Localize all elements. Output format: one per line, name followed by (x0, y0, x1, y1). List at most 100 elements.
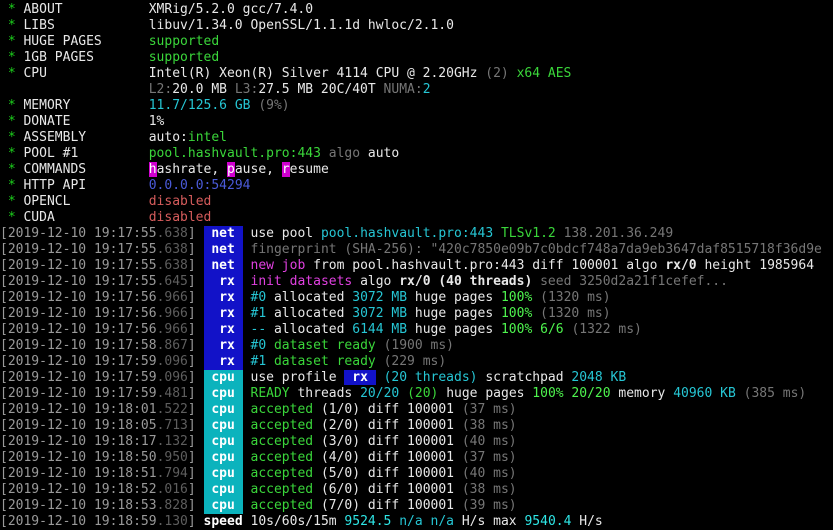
log-timestamp-space (86, 290, 94, 305)
info-value-segment: XMRig/5.2.0 gcc/7.4.0 (148, 2, 314, 17)
badge-pad-left (204, 322, 220, 337)
log-category-badge-rx: rx (203, 354, 243, 370)
log-message-segment: 3072 MB (352, 290, 415, 305)
info-label: 1GB PAGES (23, 50, 94, 65)
info-row-cpu: * CPU Intel(R) Xeon(R) Silver 4114 CPU @… (0, 66, 833, 82)
badge-gap (243, 354, 251, 369)
badge-pad-right (235, 466, 243, 481)
badge-label: speed (203, 514, 243, 529)
badge-label: net (211, 226, 235, 241)
info-value-segment: disabled (148, 194, 212, 209)
info-value-segment: (2) (485, 66, 517, 81)
label-padding (0, 82, 149, 97)
log-message-segment: accepted (250, 450, 321, 465)
log-timestamp-bracket: ] (187, 482, 204, 497)
badge-pad-right (235, 450, 243, 465)
info-row-assembly: * ASSEMBLY auto:intel (0, 130, 833, 146)
log-message-segment: accepted (250, 482, 321, 497)
log-timestamp-bracket: [ (0, 466, 8, 481)
log-message-segment: accepted (250, 402, 321, 417)
log-timestamp-space (86, 450, 94, 465)
log-date: 2019-12-10 (7, 370, 87, 385)
log-message-segment: (20 threads) (383, 370, 486, 385)
info-label: OPENCL (23, 194, 71, 209)
info-value-segment: p (227, 162, 235, 177)
log-date: 2019-12-10 (7, 322, 87, 337)
info-value-segment: 2 (422, 82, 431, 97)
info-row-huge-pages: * HUGE PAGES supported (0, 34, 833, 50)
log-timestamp-bracket: ] (187, 338, 204, 353)
log-message-segment: (20) (407, 386, 447, 401)
log-time: 19:18:17 (93, 434, 157, 449)
label-padding (86, 130, 149, 145)
log-timestamp-bracket: ] (187, 274, 204, 289)
log-message-segment: fingerprint (SHA-256): "420c7850e09b7c0b… (250, 242, 822, 257)
info-label: CUDA (23, 210, 55, 225)
log-milliseconds: .950 (156, 450, 188, 465)
log-timestamp-bracket: ] (187, 306, 204, 321)
badge-gap (243, 498, 251, 513)
badge-gap (243, 274, 251, 289)
log-message-segment: (4/0) diff 100001 (320, 450, 462, 465)
log-category-badge-speed: speed (204, 514, 243, 530)
log-time: 19:17:55 (93, 242, 157, 257)
log-category-badge-net: net (203, 242, 243, 258)
badge-gap (243, 418, 251, 433)
log-milliseconds: .966 (156, 306, 188, 321)
log-message-segment: huge pages (414, 322, 501, 337)
info-row-pool-1: * POOL #1 pool.hashvault.pro:443 algo au… (0, 146, 833, 162)
log-message-segment: allocated (273, 306, 353, 321)
log-timestamp-bracket: ] (187, 290, 204, 305)
bullet-icon: * (0, 194, 24, 209)
log-message-segment: 138.201.36.249 (563, 226, 674, 241)
log-timestamp-bracket: [ (0, 354, 8, 369)
log-timestamp-space (86, 258, 94, 273)
log-milliseconds: .867 (156, 338, 188, 353)
label-padding (70, 98, 148, 113)
info-row-commands: * COMMANDS hashrate, pause, resume (0, 162, 833, 178)
log-milliseconds: .522 (156, 402, 188, 417)
log-message-segment: memory (618, 386, 674, 401)
label-padding (63, 2, 149, 17)
info-row-libs: * LIBS libuv/1.34.0 OpenSSL/1.1.1d hwloc… (0, 18, 833, 34)
badge-pad-right (235, 354, 243, 369)
log-message-segment: (40 ms) (461, 466, 517, 481)
badge-pad-right (235, 434, 243, 449)
info-label: ASSEMBLY (23, 130, 87, 145)
log-message-segment: threads (297, 386, 361, 401)
log-milliseconds: .638 (156, 258, 188, 273)
info-row-donate: * DONATE 1% (0, 114, 833, 130)
log-message-segment: 2048 KB (571, 370, 627, 385)
log-category-badge-rx: rx (203, 322, 243, 338)
log-date: 2019-12-10 (7, 466, 87, 481)
badge-label: rx (219, 322, 235, 337)
log-category-badge-cpu: cpu (203, 498, 243, 514)
bullet-icon: * (0, 178, 24, 193)
badge-gap (243, 370, 251, 385)
log-timestamp-space (86, 242, 94, 257)
log-category-badge-rx: rx (203, 306, 243, 322)
log-message-segment: 9524.5 (344, 514, 400, 529)
log-category-badge-cpu: cpu (203, 402, 243, 418)
log-row: [2019-12-10 19:18:01.522] cpu accepted (… (0, 402, 833, 418)
log-message-segment: #0 (250, 338, 274, 353)
info-value-segment: ashrate, (156, 162, 228, 177)
log-timestamp-space (86, 354, 94, 369)
badge-label: cpu (211, 370, 235, 385)
info-value-segment: intel (187, 130, 228, 145)
info-label: COMMANDS (23, 162, 87, 177)
log-timestamp-bracket: [ (0, 322, 8, 337)
label-padding (86, 162, 149, 177)
log-milliseconds: .130 (156, 514, 188, 529)
log-message-segment: height 1985964 (704, 258, 815, 273)
log-row: [2019-12-10 19:17:59.096] cpu use profil… (0, 370, 833, 386)
log-timestamp-bracket: ] (187, 466, 204, 481)
log-time: 19:18:05 (93, 418, 157, 433)
info-row-memory: * MEMORY 11.7/125.6 GB (9%) (0, 98, 833, 114)
log-date: 2019-12-10 (7, 338, 87, 353)
info-row-cuda: * CUDA disabled (0, 210, 833, 226)
log-message-segment: 100% 20/20 (532, 386, 619, 401)
log-row: [2019-12-10 19:17:59.096] rx #1 dataset … (0, 354, 833, 370)
badge-pad-right (235, 290, 243, 305)
